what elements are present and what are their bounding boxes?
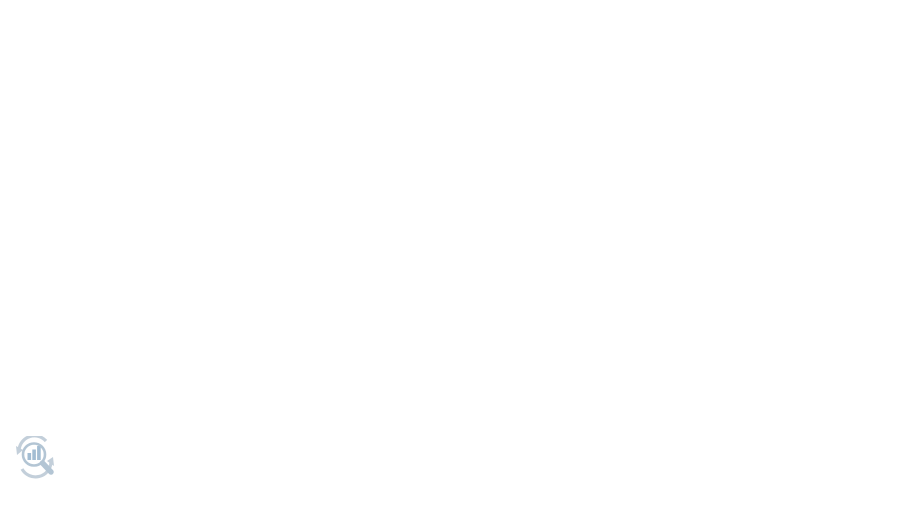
bear-market-probability-chart [0, 0, 900, 505]
plot-canvas [0, 0, 900, 505]
